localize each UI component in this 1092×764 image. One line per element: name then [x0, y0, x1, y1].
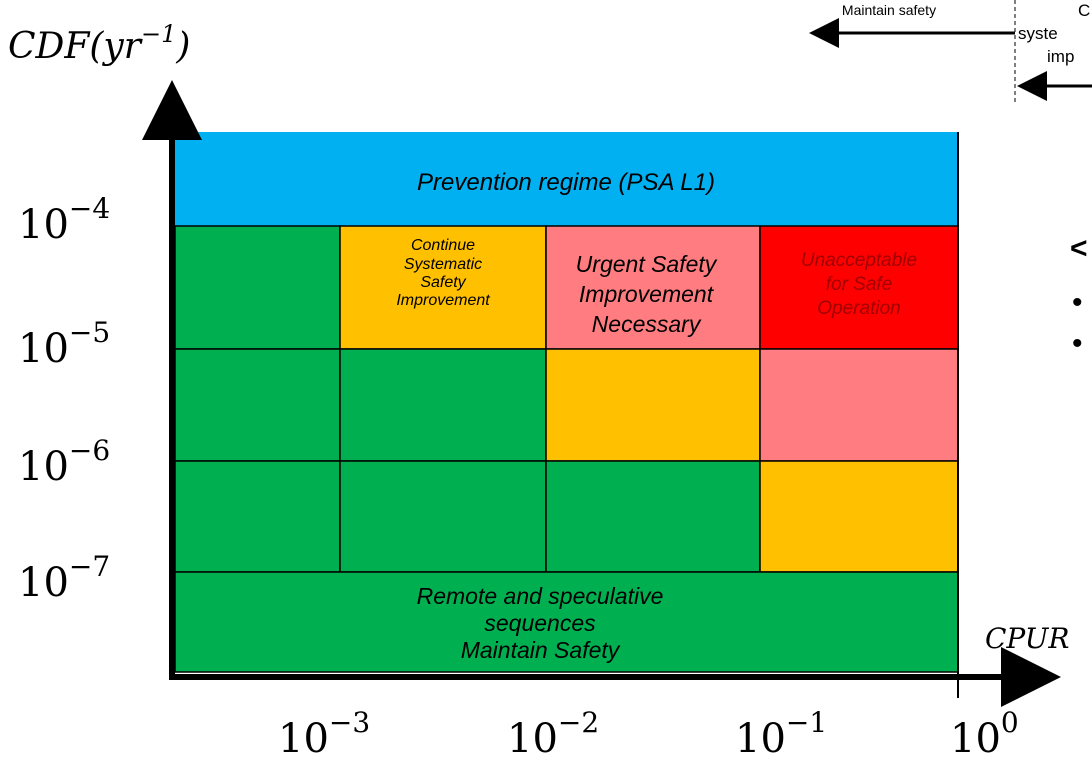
cell-text: for Safe: [826, 274, 893, 295]
y-tick-label: 10−4: [18, 192, 110, 248]
cell-text: Unacceptable: [801, 250, 917, 271]
bullet: •: [1072, 327, 1083, 360]
top-band: [175, 132, 958, 226]
cell: [174, 460, 341, 573]
bottom-band-text: sequences: [484, 610, 596, 636]
x-tick-label: 10−1: [735, 706, 827, 762]
legend-text: Maintain safety: [842, 2, 936, 18]
y-axis-label: CDF(yr−1): [8, 20, 190, 67]
matrix: [174, 225, 959, 673]
cell-text: Operation: [817, 298, 900, 319]
cell: [174, 225, 341, 350]
cell: [759, 460, 959, 573]
cell-text: Improvement: [579, 281, 715, 307]
cell: [339, 225, 547, 350]
cell: [545, 460, 761, 573]
side-heading: <: [1070, 232, 1088, 265]
y-tick-label: 10−5: [18, 316, 110, 372]
cell: [339, 460, 547, 573]
cell-text: Improvement: [396, 292, 490, 309]
x-tick-label: 10−3: [278, 706, 370, 762]
cell: [759, 225, 959, 350]
cell-text: Continue: [411, 237, 475, 254]
x-tick-label: 10−2: [507, 706, 599, 762]
y-tick-label: 10−6: [18, 434, 110, 490]
cell: [759, 348, 959, 462]
bottom-band-text: Maintain Safety: [461, 637, 621, 663]
legend-text: syste: [1018, 24, 1058, 43]
y-ticks: 10−4 10−5 10−6 10−7: [18, 192, 110, 606]
x-ticks: 10−3 10−2 10−1 100: [278, 706, 1019, 762]
cell: [545, 225, 761, 350]
cell: [339, 348, 547, 462]
bottom-band-text: Remote and speculative: [417, 583, 664, 609]
cell-labels: Continue Systematic Safety Improvement U…: [396, 237, 917, 663]
cell: [174, 348, 341, 462]
x-tick-label: 100: [950, 706, 1019, 762]
top-band-label: Prevention regime (PSA L1): [417, 169, 715, 196]
cell-text: Necessary: [592, 311, 702, 337]
cell: [545, 348, 761, 462]
x-axis-label: CPUR: [985, 622, 1069, 655]
cell-text: Safety: [420, 274, 466, 291]
legend-text: imp: [1047, 47, 1074, 66]
bullet: •: [1072, 286, 1083, 319]
bottom-band: [174, 571, 959, 673]
y-tick-label: 10−7: [18, 550, 110, 606]
legend-text: C: [1078, 1, 1090, 20]
cell-text: Urgent Safety: [576, 251, 718, 277]
cell-text: Systematic: [404, 256, 482, 273]
